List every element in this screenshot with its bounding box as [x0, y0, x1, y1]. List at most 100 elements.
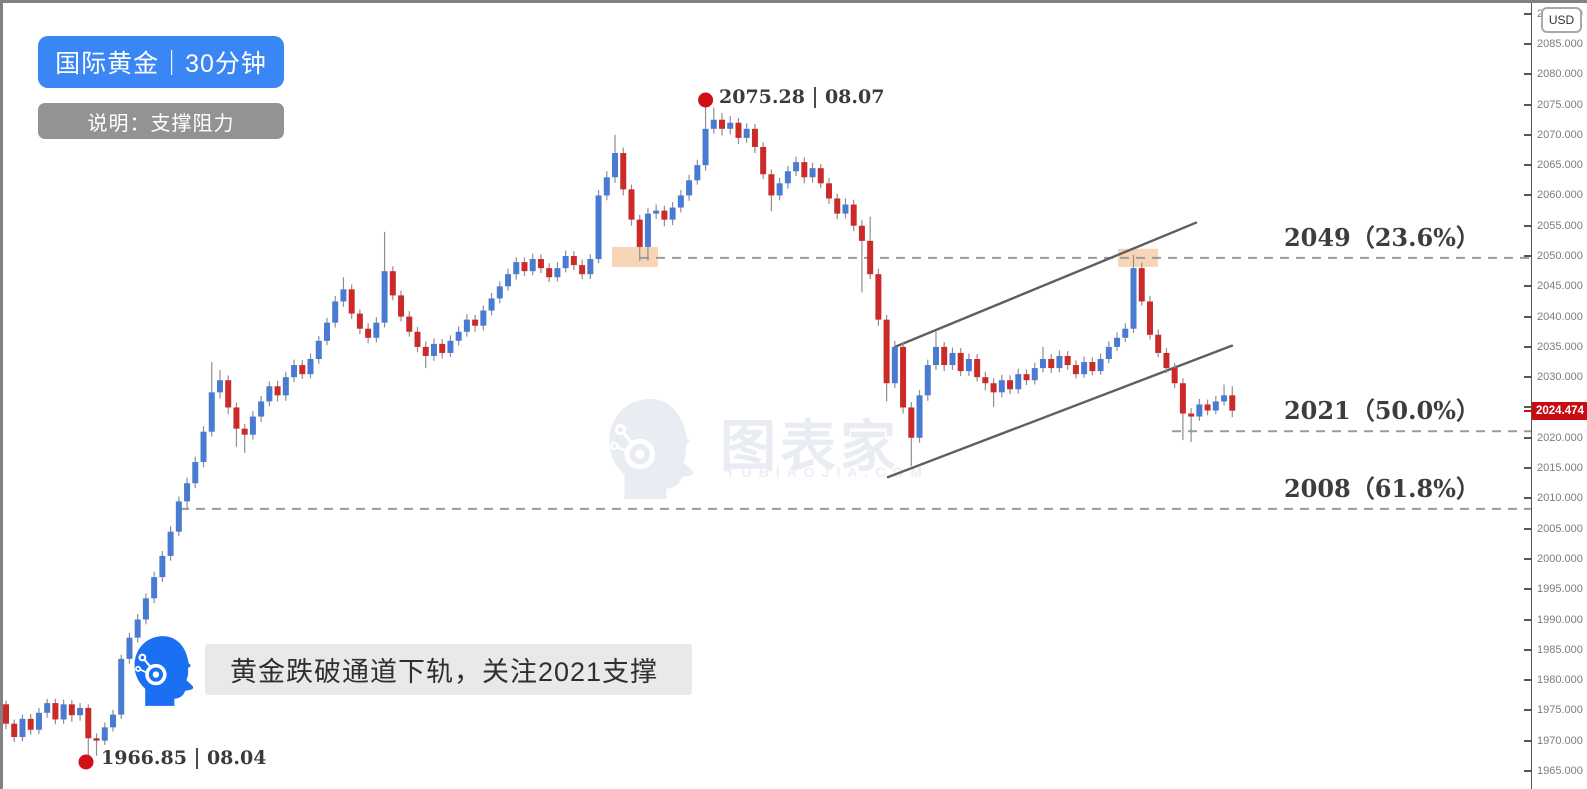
candle-body: [142, 598, 149, 620]
candle-body: [850, 204, 857, 226]
candle-body: [430, 343, 437, 356]
candle-body: [472, 319, 479, 326]
candle-body: [1179, 383, 1186, 414]
symbol-timeframe-button[interactable]: 国际黄金｜30分钟: [38, 36, 284, 88]
candle-body: [727, 122, 734, 129]
candle-body: [875, 274, 882, 320]
left-border: [0, 0, 3, 789]
candle-body: [447, 340, 454, 353]
axis-tick: [1524, 103, 1531, 106]
axis-tick: [1524, 648, 1531, 651]
axis-tick: [1524, 42, 1531, 45]
candle-body: [1155, 334, 1162, 353]
candle-body: [340, 289, 347, 302]
candle-body: [505, 274, 512, 287]
candle-body: [628, 189, 635, 220]
candle-body: [669, 207, 676, 220]
candle-body: [356, 313, 363, 329]
axis-tick-row: 2015.000: [1524, 460, 1583, 476]
candle-body: [603, 177, 610, 196]
candle-body: [653, 210, 660, 214]
candle-body: [258, 401, 265, 417]
candle-body: [990, 383, 997, 393]
candle-body: [101, 727, 108, 741]
candle-body: [488, 298, 495, 311]
candle-body: [414, 331, 421, 347]
candle-body: [546, 268, 553, 278]
axis-tick-label: 1965.000: [1537, 764, 1583, 777]
axis-tick-row: 2075.000: [1524, 97, 1583, 113]
axis-tick: [1524, 557, 1531, 560]
candle-body: [924, 365, 931, 396]
candle-body: [965, 359, 972, 372]
candle-body: [159, 555, 166, 578]
axis-tick-label: 2080.000: [1537, 68, 1583, 81]
note-button[interactable]: 说明：支撑阻力: [38, 103, 284, 139]
candle-body: [513, 262, 520, 275]
divider: [195, 747, 198, 769]
candle-body: [1089, 362, 1096, 372]
candle-body: [908, 407, 915, 438]
candle-body: [521, 262, 528, 272]
axis-tick-row: 2035.000: [1524, 339, 1583, 355]
low-dot: [78, 754, 94, 770]
candle-body: [192, 461, 199, 484]
candle-body: [587, 259, 594, 275]
candle-body: [439, 343, 446, 353]
axis-tick: [1524, 467, 1531, 470]
candle-body: [529, 259, 536, 272]
highlight-zone: [612, 246, 658, 267]
axis-tick: [1524, 224, 1531, 227]
axis-tick-label: 2065.000: [1537, 159, 1583, 172]
candle-body: [44, 703, 51, 713]
fib-label: 2008（61.8%）: [1283, 473, 1480, 503]
axis-tick-row: 1980.000: [1524, 672, 1583, 688]
axis-tick-label: 2010.000: [1537, 492, 1583, 505]
candle-body: [282, 377, 289, 396]
high-date: 08.07: [824, 86, 885, 108]
candle-body: [291, 365, 298, 378]
axis-tick-label: 1975.000: [1537, 704, 1583, 717]
candle-body: [784, 171, 791, 184]
axis-tick: [1524, 12, 1531, 15]
axis-tick-row: 1975.000: [1524, 702, 1583, 718]
candle-body: [249, 416, 256, 435]
candle-body: [562, 256, 569, 269]
axis-tick: [1524, 345, 1531, 348]
axis-tick-label: 1995.000: [1537, 583, 1583, 596]
candle-body: [1097, 359, 1104, 372]
candle-body: [842, 204, 849, 214]
candle-body: [826, 183, 832, 199]
axis-tick: [1524, 527, 1531, 530]
candle-body: [570, 256, 577, 266]
candle-body: [916, 395, 923, 438]
candle-body: [1039, 359, 1046, 369]
candle-body: [677, 195, 684, 208]
axis-tick: [1524, 739, 1531, 742]
last-price-tick: [1524, 410, 1532, 412]
axis-tick: [1524, 315, 1531, 318]
axis-tick-row: 2010.000: [1524, 490, 1583, 506]
candle-body: [373, 322, 380, 338]
candle-body: [710, 119, 717, 129]
axis-tick-row: 2020.000: [1524, 430, 1583, 446]
candle-body: [68, 704, 75, 716]
candle-body: [463, 319, 470, 332]
top-border: [0, 0, 1587, 3]
high-marker-label: 2075.28 08.07: [719, 86, 884, 108]
axis-tick: [1524, 679, 1531, 682]
candle-body: [389, 271, 396, 296]
candle-body: [3, 704, 9, 724]
axis-tick: [1524, 255, 1531, 258]
axis-tick-row: 2030.000: [1524, 369, 1583, 385]
candle-body: [867, 240, 874, 275]
watermark-subtitle: TUBIAOJIA.COM: [726, 464, 929, 480]
axis-tick-row: 2005.000: [1524, 521, 1583, 537]
candle-body: [200, 431, 207, 462]
candle-body: [19, 718, 26, 738]
axis-tick-row: 1990.000: [1524, 612, 1583, 628]
axis-tick-label: 2075.000: [1537, 98, 1583, 111]
axis-tick-label: 2035.000: [1537, 340, 1583, 353]
axis-tick-label: 1985.000: [1537, 643, 1583, 656]
